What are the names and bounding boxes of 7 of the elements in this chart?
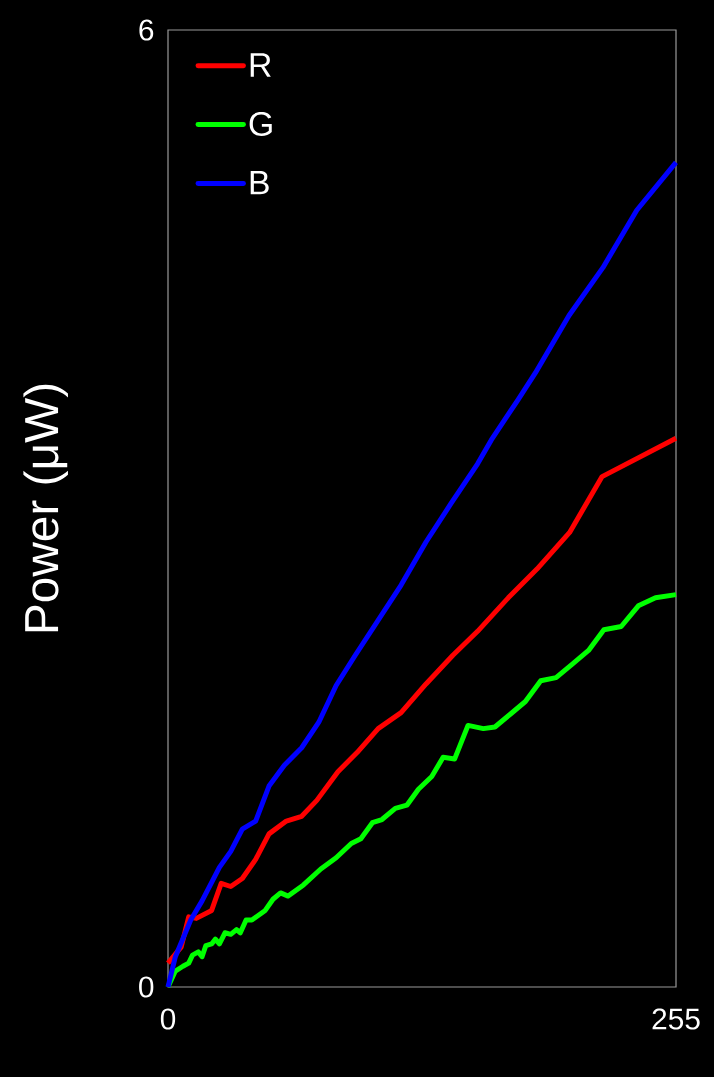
y-axis-title: Power (μW) [23, 384, 68, 632]
legend-label: R [250, 53, 271, 77]
legend-label: B [250, 171, 269, 195]
legend-label: G [249, 111, 272, 136]
y-tick-label: 6 [139, 19, 154, 41]
x-tick-label: 255 [652, 1008, 700, 1030]
line-series [165, 435, 679, 966]
